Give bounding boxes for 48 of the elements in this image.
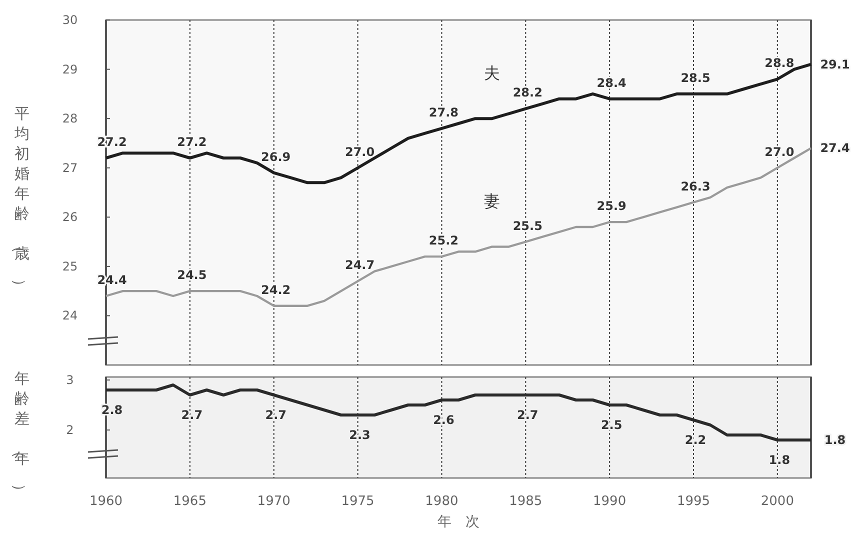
data-label: 28.4 [596,76,626,90]
data-label: 2.7 [265,408,286,422]
data-label: 2.7 [181,408,203,422]
x-tick-label: 1985 [509,494,542,509]
data-label: 24.5 [177,268,207,282]
text: 夫 [484,64,500,83]
y-tick-label: 28 [62,112,78,126]
data-label: 28.2 [512,86,542,100]
data-label: 25.5 [512,218,542,233]
data-label: 2.7 [517,408,538,422]
x-tick-label: 1960 [89,494,123,509]
data-label: 25.2 [428,234,459,248]
data-label: 2.5 [600,418,622,432]
x-tick-label: 1970 [257,494,290,509]
x-tick-label: 1965 [173,494,206,509]
y-tick-label: 2 [66,423,74,437]
data-label: 1.8 [824,433,846,447]
data-label: 26.9 [261,150,291,164]
data-label: 27.0 [344,144,375,159]
x-tick-label: 1975 [341,494,374,509]
x-tick-label: 2000 [760,494,794,509]
x-tick-label: 1980 [425,494,458,509]
y-tick-label: 25 [62,259,78,274]
y-tick-label: 27 [62,160,78,175]
y-tick-label: 30 [62,13,78,27]
data-label: 27.4 [820,141,850,156]
data-label: 27.8 [428,105,459,120]
data-label: 26.3 [680,179,710,194]
y-tick-label: 3 [66,373,74,387]
data-label: 24.2 [261,282,291,297]
x-tick-label: 1995 [676,494,710,509]
data-label: 24.7 [344,258,375,272]
data-label: 28.5 [680,70,710,85]
y-tick-label: 24 [62,308,78,323]
x-axis-title: 年 次 [438,514,480,530]
y-tick-label: 29 [62,62,78,76]
data-label: 27.2 [177,135,207,149]
data-label: 2.3 [349,428,370,442]
x-tick-label: 1990 [593,494,626,509]
text: 妻 [484,192,500,211]
data-label: 2.6 [433,413,454,427]
y-tick-label: 26 [62,210,78,224]
data-label: 29.1 [820,57,850,72]
data-label: 2.2 [684,433,706,447]
data-label: 27.0 [764,144,794,159]
data-label: 28.8 [764,56,794,70]
data-label: 25.9 [596,199,626,214]
data-label: 1.8 [768,453,790,467]
